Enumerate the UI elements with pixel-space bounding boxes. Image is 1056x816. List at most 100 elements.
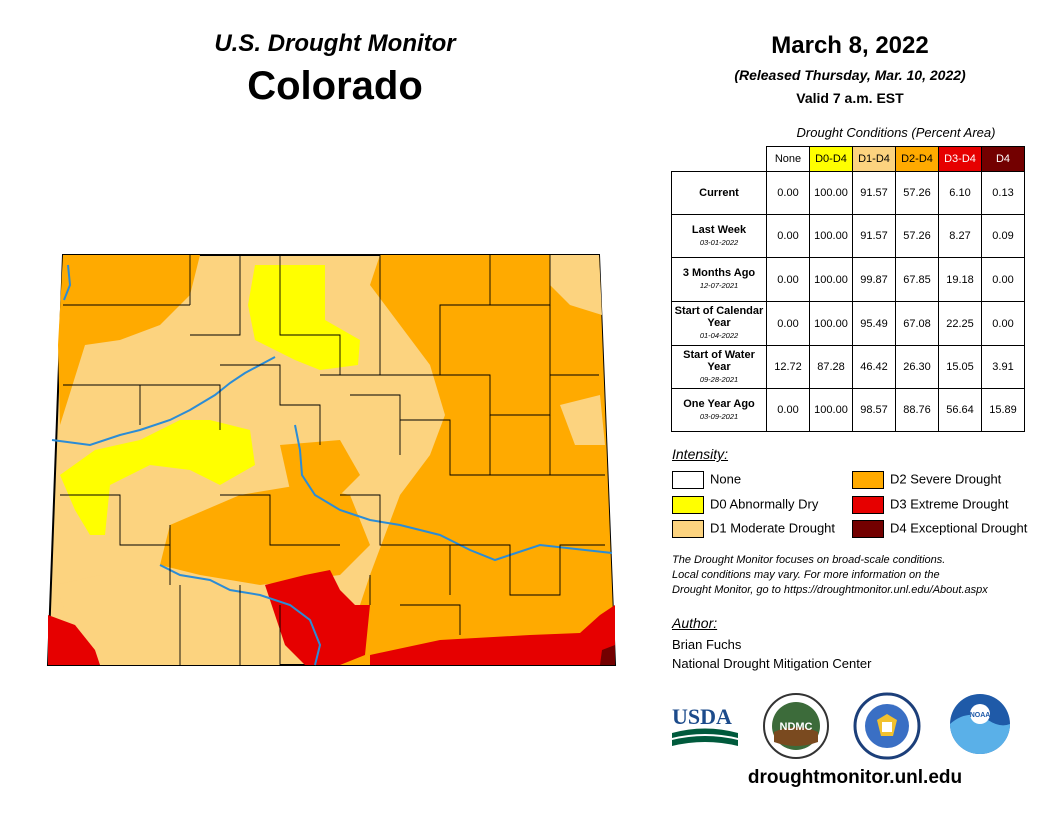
table-cell: 8.27 [938, 214, 982, 258]
release-date: (Released Thursday, Mar. 10, 2022) [734, 67, 966, 83]
table-cell: 0.00 [981, 301, 1025, 346]
d3-region-southwest [48, 615, 100, 665]
d4-region [600, 645, 615, 665]
col-header-d0-d4: D0-D4 [809, 146, 853, 172]
author-heading: Author: [672, 615, 718, 631]
usda-logo: USDA [672, 704, 738, 746]
table-cell: 100.00 [809, 171, 853, 215]
table-cell: 56.64 [938, 388, 982, 432]
state-title: Colorado [247, 64, 423, 108]
legend-item-d0: D0 Abnormally Dry [672, 495, 818, 514]
table-row: Start of Calendar Year 01-04-2022 0.00 10… [671, 301, 1025, 346]
county-boundaries [60, 255, 605, 665]
row-label: Last Week 03-01-2022 [671, 214, 767, 258]
table-cell: 99.87 [852, 257, 896, 302]
legend-item-d1: D1 Moderate Drought [672, 519, 835, 538]
ndmc-logo: NDMC [763, 693, 829, 759]
table-cell: 0.00 [981, 257, 1025, 302]
table-cell: 12.72 [766, 345, 810, 389]
website-url[interactable]: droughtmonitor.unl.edu [747, 767, 963, 788]
table-row: One Year Ago 03-09-2021 0.00 100.00 98.57… [671, 388, 1025, 432]
legend-swatch [852, 470, 884, 489]
legend-item-none: None [672, 470, 741, 489]
legend-item-d4: D4 Exceptional Drought [852, 519, 1027, 538]
d3-region-sanluis [265, 570, 370, 665]
table-cell: 15.05 [938, 345, 982, 389]
table-cell: 100.00 [809, 301, 853, 346]
table-cell: 0.00 [766, 171, 810, 215]
disclaimer-note: The Drought Monitor focuses on broad-sca… [672, 554, 988, 596]
legend-item-d3: D3 Extreme Drought [852, 495, 1009, 514]
table-cell: 0.09 [981, 214, 1025, 258]
legend-swatch [672, 519, 704, 538]
table-cell: 91.57 [852, 214, 896, 258]
legend-title: Intensity: [672, 446, 729, 462]
table-cell: 19.18 [938, 257, 982, 302]
table-cell: 26.30 [895, 345, 939, 389]
d1-region-southwest [55, 575, 280, 665]
d2-region-south [160, 485, 370, 585]
map-date: March 8, 2022 [771, 32, 929, 59]
table-cell: 0.13 [981, 171, 1025, 215]
table-corner [672, 147, 767, 172]
col-header-none: None [766, 146, 810, 172]
svg-text:NDMC: NDMC [780, 721, 813, 733]
d1-region-northeast [550, 255, 602, 315]
table-cell: 6.10 [938, 171, 982, 215]
colorado-drought-map [46, 254, 617, 666]
row-label: Current [671, 171, 767, 215]
table-cell: 87.28 [809, 345, 853, 389]
table-cell: 0.00 [766, 257, 810, 302]
table-cell: 100.00 [809, 388, 853, 432]
table-cell: 57.26 [895, 214, 939, 258]
table-cell: 0.00 [766, 301, 810, 346]
table-cell: 98.57 [852, 388, 896, 432]
table-cell: 46.42 [852, 345, 896, 389]
product-title: U.S. Drought Monitor [214, 30, 456, 57]
table-cell: 57.26 [895, 171, 939, 215]
table-cell: 0.00 [766, 388, 810, 432]
col-header-d2-d4: D2-D4 [895, 146, 939, 172]
col-header-d1-d4: D1-D4 [852, 146, 896, 172]
table-cell: 15.89 [981, 388, 1025, 432]
table-cell: 100.00 [809, 257, 853, 302]
col-header-d4: D4 [981, 146, 1025, 172]
valid-time: Valid 7 a.m. EST [796, 90, 904, 106]
d0-region-west [60, 420, 255, 535]
legend-item-d2: D2 Severe Drought [852, 470, 1001, 489]
table-cell: 67.08 [895, 301, 939, 346]
noaa-logo: NOAA [950, 694, 1010, 754]
table-row: 3 Months Ago 12-07-2021 0.00 100.00 99.87… [671, 257, 1025, 302]
d0-region-north [248, 265, 360, 370]
row-label: Start of Calendar Year 01-04-2022 [671, 301, 767, 346]
table-cell: 100.00 [809, 214, 853, 258]
table-row: Start of Water Year 09-28-2021 12.72 87.2… [671, 345, 1025, 389]
table-row: Last Week 03-01-2022 0.00 100.00 91.57 57… [671, 214, 1025, 258]
d2-region-east [340, 255, 615, 665]
drought-conditions-table: None D0-D4 D1-D4 D2-D4 D3-D4 D4 Current … [671, 146, 1025, 432]
author-name: Brian Fuchs [672, 637, 742, 652]
table-cell: 0.00 [766, 214, 810, 258]
author-organization: National Drought Mitigation Center [672, 656, 872, 671]
table-cell: 67.85 [895, 257, 939, 302]
eagle-seal-icon [853, 692, 921, 760]
table-cell: 3.91 [981, 345, 1025, 389]
svg-text:NOAA: NOAA [970, 712, 991, 719]
table-caption: Drought Conditions (Percent Area) [796, 125, 996, 140]
legend-swatch [672, 470, 704, 489]
table-cell: 91.57 [852, 171, 896, 215]
table-header-row: None D0-D4 D1-D4 D2-D4 D3-D4 D4 [672, 146, 1025, 172]
d2-region-northwest [58, 255, 200, 425]
legend-swatch [672, 495, 704, 514]
row-label: Start of Water Year 09-28-2021 [671, 345, 767, 389]
row-label: One Year Ago 03-09-2021 [671, 388, 767, 432]
table-cell: 95.49 [852, 301, 896, 346]
rivers [51, 264, 613, 666]
legend-swatch [852, 495, 884, 514]
svg-text:USDA: USDA [672, 704, 732, 729]
col-header-d3-d4: D3-D4 [938, 146, 982, 172]
row-label: 3 Months Ago 12-07-2021 [671, 257, 767, 302]
table-cell: 22.25 [938, 301, 982, 346]
legend-swatch [852, 519, 884, 538]
d3-region-southeast [370, 605, 615, 665]
